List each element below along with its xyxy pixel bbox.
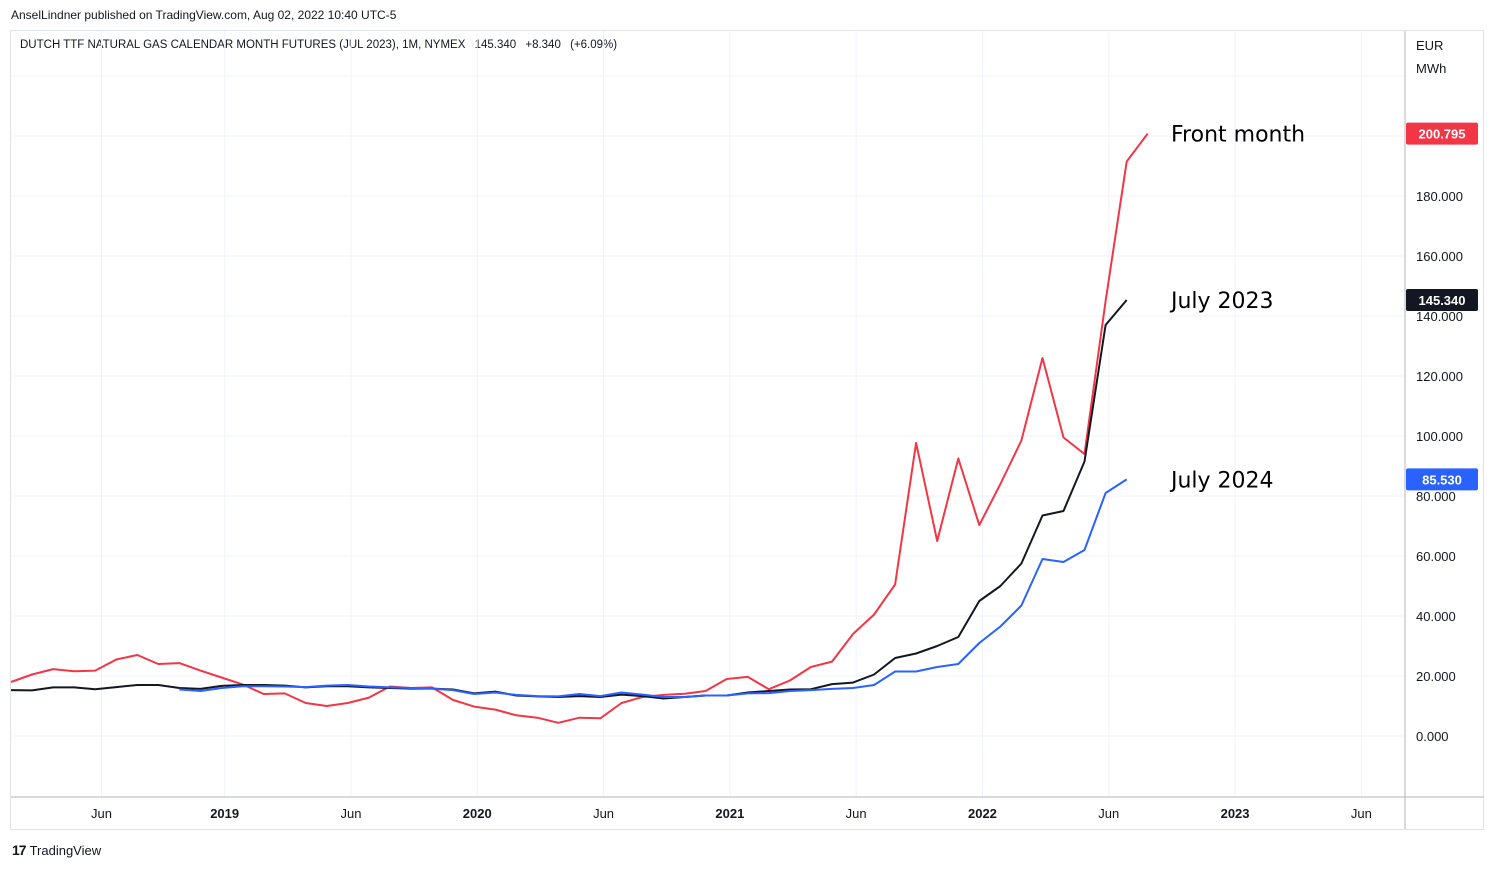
price-badge-2 xyxy=(1406,468,1478,491)
y-axis: EUR MWh 0.000 20.000 40.000 60.000 80.000 100… xyxy=(1416,38,1463,744)
series-labels: Front month July 2023 July 2024 xyxy=(1169,123,1305,494)
x-tick-label: 2023 xyxy=(1221,806,1250,821)
x-tick-label: Jun xyxy=(91,806,112,821)
y-tick-label: 120.000 xyxy=(1416,369,1463,384)
grid-lines xyxy=(11,31,1405,797)
unit-mwh: MWh xyxy=(1416,61,1446,76)
price-badge-label-1: 145.340 xyxy=(1419,293,1466,308)
price-badge-label-0: 200.795 xyxy=(1419,127,1466,142)
y-tick-label: 80.000 xyxy=(1416,489,1456,504)
x-tick-label: 2021 xyxy=(715,806,744,821)
last-price: 145.340 xyxy=(474,39,517,51)
x-tick-label: Jun xyxy=(1098,806,1119,821)
price-change-pct: (+6.09%) xyxy=(570,39,618,51)
y-tick-label: 180.000 xyxy=(1416,189,1463,204)
price-badge-0 xyxy=(1406,122,1478,145)
y-tick-label: 60.000 xyxy=(1416,549,1456,564)
symbol-legend[interactable]: DUTCH TTF NATURAL GAS CALENDAR MONTH FUT… xyxy=(20,39,623,51)
y-tick-label: 0.000 xyxy=(1416,729,1449,744)
x-tick-label: Jun xyxy=(593,806,614,821)
tradingview-logo-icon: 17 xyxy=(12,842,27,858)
tradingview-brand: TradingView xyxy=(29,842,102,858)
price-change: +8.340 xyxy=(525,39,561,51)
price-badge-label-2: 85.530 xyxy=(1422,472,1462,487)
x-axis: Jun 2019 Jun 2020 Jun 2021 Jun 2022 Jun 2023 Jun xyxy=(91,806,1372,821)
x-tick-label: 2020 xyxy=(463,806,492,821)
series-lines xyxy=(10,132,1149,724)
y-tick-label: 140.000 xyxy=(1416,309,1463,324)
unit-eur: EUR xyxy=(1416,38,1443,53)
y-tick-label: 100.000 xyxy=(1416,429,1463,444)
axis-lines xyxy=(11,31,1484,829)
price-badges: 200.795 145.340 85.530 xyxy=(1406,122,1478,491)
x-tick-label: 2022 xyxy=(968,806,997,821)
y-tick-label: 20.000 xyxy=(1416,669,1456,684)
series-label-2: July 2024 xyxy=(1169,468,1274,493)
symbol-name: DUTCH TTF NATURAL GAS CALENDAR MONTH FUT… xyxy=(20,39,466,51)
y-tick-label: 160.000 xyxy=(1416,249,1463,264)
x-tick-label: 2019 xyxy=(210,806,239,821)
series-label-1: July 2023 xyxy=(1169,289,1274,314)
x-tick-label: Jun xyxy=(846,806,867,821)
chart-frame xyxy=(10,30,1484,830)
series-label-0: Front month xyxy=(1171,123,1305,148)
publisher-line: AnselLindner published on TradingView.co… xyxy=(11,8,397,22)
price-badge-1 xyxy=(1406,288,1478,311)
x-tick-label: Jun xyxy=(1351,806,1372,821)
tradingview-footer[interactable]: 17 TradingView xyxy=(12,842,101,858)
series-line-0 xyxy=(10,132,1149,724)
y-tick-label: 40.000 xyxy=(1416,609,1456,624)
series-line-2 xyxy=(179,478,1128,698)
x-tick-label: Jun xyxy=(340,806,361,821)
series-line-1 xyxy=(10,299,1128,700)
